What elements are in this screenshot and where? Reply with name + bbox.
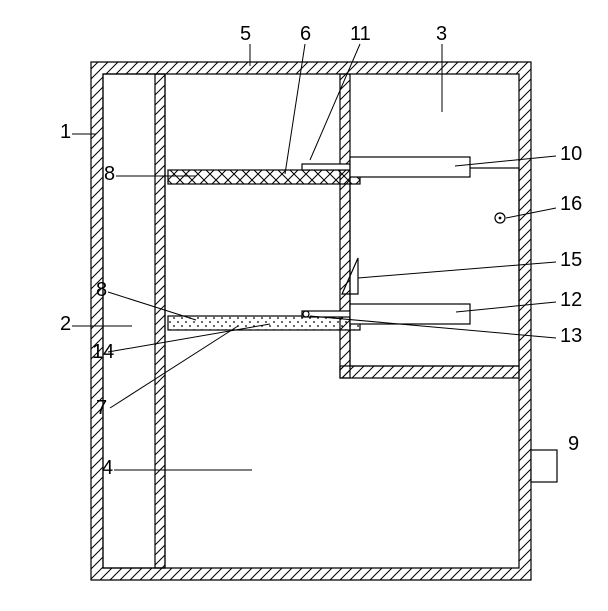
label-11: 11 — [350, 23, 371, 45]
sensor-16-dot — [499, 217, 502, 220]
label-6: 6 — [300, 23, 311, 45]
label-13: 13 — [560, 325, 582, 347]
diagram-canvas: 123456791011121314151688 — [0, 0, 608, 611]
label-8a: 8 — [104, 163, 115, 185]
rod-top-shaft — [302, 164, 350, 170]
label-15: 15 — [560, 249, 582, 271]
label-14: 14 — [92, 341, 114, 363]
mid-right-left-wall — [340, 168, 350, 378]
label-3: 3 — [436, 23, 447, 45]
leader-8b — [108, 292, 196, 320]
upper-mesh — [168, 170, 360, 184]
left-chamber-wall — [155, 74, 165, 568]
label-12: 12 — [560, 289, 582, 311]
label-9: 9 — [568, 433, 579, 455]
label-8b: 8 — [96, 279, 107, 301]
label-16: 16 — [560, 193, 582, 215]
label-7: 7 — [96, 397, 107, 419]
leader-12 — [456, 302, 556, 312]
label-4: 4 — [102, 457, 113, 479]
label-10: 10 — [560, 143, 582, 165]
label-2: 2 — [60, 313, 71, 335]
leader-7 — [110, 326, 238, 408]
label-5: 5 — [240, 23, 251, 45]
external-port — [531, 450, 557, 482]
mid-right-bottom-wall — [340, 366, 519, 378]
label-1: 1 — [60, 121, 71, 143]
rod-top-body — [350, 157, 470, 177]
